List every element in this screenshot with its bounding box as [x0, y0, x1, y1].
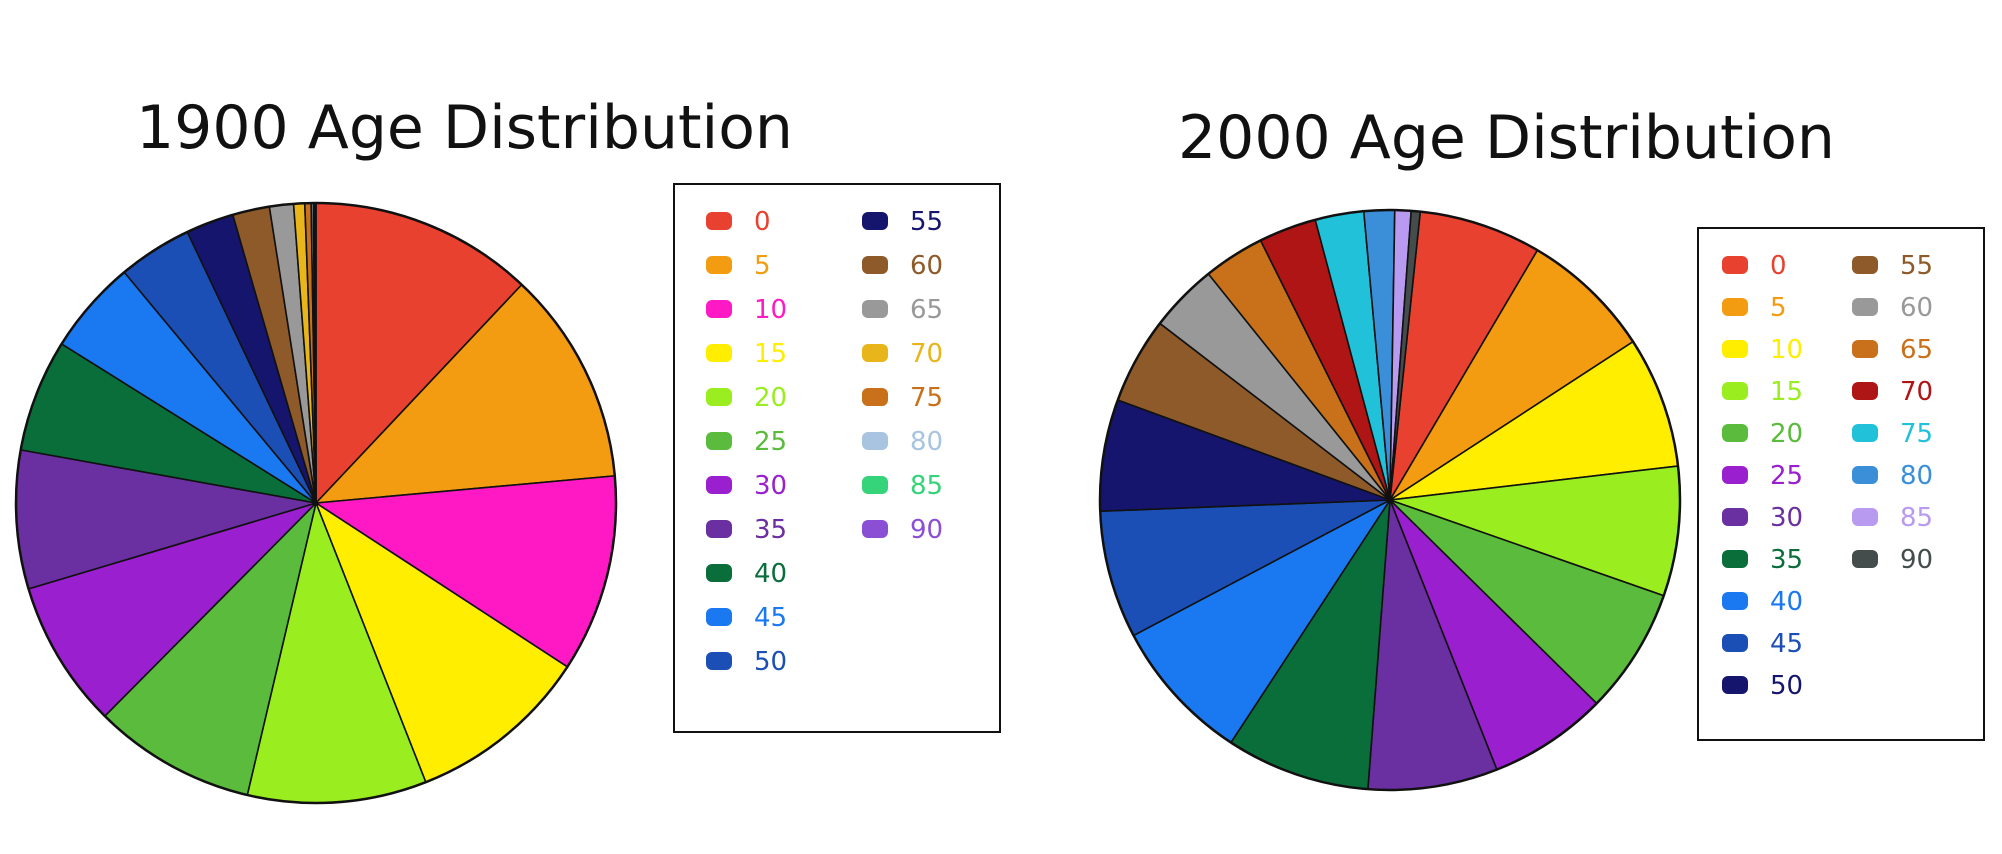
pie2000-legend-label-65: 65 — [1900, 335, 1933, 365]
pie1900-legend-label-20: 20 — [754, 383, 787, 413]
pie2000-legend-swatch-80 — [1852, 466, 1878, 484]
pie2000-legend-label-90: 90 — [1900, 545, 1933, 575]
pie1900-legend-swatch-60 — [862, 256, 888, 274]
pie-chart-1900 — [14, 201, 618, 805]
pie1900-pie-outline — [14, 201, 618, 805]
pie1900-legend-swatch-40 — [706, 564, 732, 582]
pie2000-legend-swatch-45 — [1722, 634, 1748, 652]
pie2000-legend-label-55: 55 — [1900, 251, 1933, 281]
pie2000-legend-label-60: 60 — [1900, 293, 1933, 323]
pie2000-legend-label-10: 10 — [1770, 335, 1803, 365]
pie2000-legend-swatch-70 — [1852, 382, 1878, 400]
pie1900-legend-swatch-65 — [862, 300, 888, 318]
pie1900-legend-swatch-75 — [862, 388, 888, 406]
pie1900-legend-swatch-35 — [706, 520, 732, 538]
pie2000-legend-swatch-10 — [1722, 340, 1748, 358]
pie1900-legend-label-30: 30 — [754, 471, 787, 501]
pie1900-legend-swatch-0 — [706, 212, 732, 230]
pie1900-legend-label-25: 25 — [754, 427, 787, 457]
pie1900-legend-label-5: 5 — [754, 251, 771, 281]
pie2000-legend-label-45: 45 — [1770, 629, 1803, 659]
pie1900-legend-swatch-45 — [706, 608, 732, 626]
pie1900-legend-swatch-15 — [706, 344, 732, 362]
pie2000-legend-swatch-75 — [1852, 424, 1878, 442]
pie2000-legend-swatch-35 — [1722, 550, 1748, 568]
pie1900-legend-label-60: 60 — [910, 251, 943, 281]
legend-1900: 0 5 10 15 20 25 30 35 40 45 50 55 60 65 70 75 80 85 90 — [673, 183, 1001, 733]
pie2000-legend-label-0: 0 — [1770, 251, 1787, 281]
legend-box-1900 — [673, 183, 1001, 733]
pie2000-legend-label-70: 70 — [1900, 377, 1933, 407]
pie2000-pie-outline — [1098, 208, 1682, 792]
pie2000-legend-label-80: 80 — [1900, 461, 1933, 491]
pie2000-legend-swatch-60 — [1852, 298, 1878, 316]
pie1900-legend-swatch-10 — [706, 300, 732, 318]
pie1900-legend-label-85: 85 — [910, 471, 943, 501]
pie1900-legend-label-70: 70 — [910, 339, 943, 369]
pie2000-legend-label-15: 15 — [1770, 377, 1803, 407]
pie1900-legend-label-45: 45 — [754, 603, 787, 633]
pie1900-legend-label-65: 65 — [910, 295, 943, 325]
legend-2000: 0 5 10 15 20 25 30 35 40 45 50 55 60 65 70 75 80 85 90 — [1697, 227, 1985, 741]
pie1900-legend-swatch-90 — [862, 520, 888, 538]
pie1900-legend-swatch-55 — [862, 212, 888, 230]
pie1900-legend-swatch-25 — [706, 432, 732, 450]
pie2000-legend-label-85: 85 — [1900, 503, 1933, 533]
pie1900-legend-swatch-5 — [706, 256, 732, 274]
pie2000-legend-swatch-40 — [1722, 592, 1748, 610]
pie1900-legend-label-80: 80 — [910, 427, 943, 457]
pie2000-legend-label-35: 35 — [1770, 545, 1803, 575]
pie2000-legend-label-5: 5 — [1770, 293, 1787, 323]
pie2000-legend-swatch-50 — [1722, 676, 1748, 694]
pie1900-legend-label-55: 55 — [910, 207, 943, 237]
pie2000-legend-swatch-55 — [1852, 256, 1878, 274]
pie2000-legend-swatch-15 — [1722, 382, 1748, 400]
pie1900-legend-label-0: 0 — [754, 207, 771, 237]
pie1900-legend-label-75: 75 — [910, 383, 943, 413]
pie1900-legend-swatch-20 — [706, 388, 732, 406]
pie1900-legend-swatch-80 — [862, 432, 888, 450]
pie2000-legend-swatch-85 — [1852, 508, 1878, 526]
pie2000-legend-swatch-5 — [1722, 298, 1748, 316]
pie1900-legend-label-35: 35 — [754, 515, 787, 545]
pie2000-legend-swatch-0 — [1722, 256, 1748, 274]
pie2000-legend-label-30: 30 — [1770, 503, 1803, 533]
pie1900-legend-swatch-50 — [706, 652, 732, 670]
pie1900-slice-age-90 — [314, 202, 317, 504]
pie1900-legend-swatch-30 — [706, 476, 732, 494]
pie-chart-2000 — [1098, 208, 1682, 792]
pie2000-legend-label-50: 50 — [1770, 671, 1803, 701]
pie2000-legend-swatch-90 — [1852, 550, 1878, 568]
pie1900-legend-label-90: 90 — [910, 515, 943, 545]
chart-title-2000: 2000 Age Distribution — [1178, 103, 1835, 173]
pie2000-legend-swatch-30 — [1722, 508, 1748, 526]
pie2000-legend-label-40: 40 — [1770, 587, 1803, 617]
pie2000-legend-swatch-25 — [1722, 466, 1748, 484]
pie1900-legend-label-40: 40 — [754, 559, 787, 589]
pie2000-legend-swatch-20 — [1722, 424, 1748, 442]
pie1900-legend-label-10: 10 — [754, 295, 787, 325]
pie1900-legend-label-50: 50 — [754, 647, 787, 677]
pie2000-legend-label-75: 75 — [1900, 419, 1933, 449]
pie2000-legend-swatch-65 — [1852, 340, 1878, 358]
pie2000-legend-label-20: 20 — [1770, 419, 1803, 449]
chart-title-1900: 1900 Age Distribution — [136, 93, 793, 163]
pie1900-legend-label-15: 15 — [754, 339, 787, 369]
pie1900-legend-swatch-70 — [862, 344, 888, 362]
pie1900-legend-swatch-85 — [862, 476, 888, 494]
pie2000-legend-label-25: 25 — [1770, 461, 1803, 491]
